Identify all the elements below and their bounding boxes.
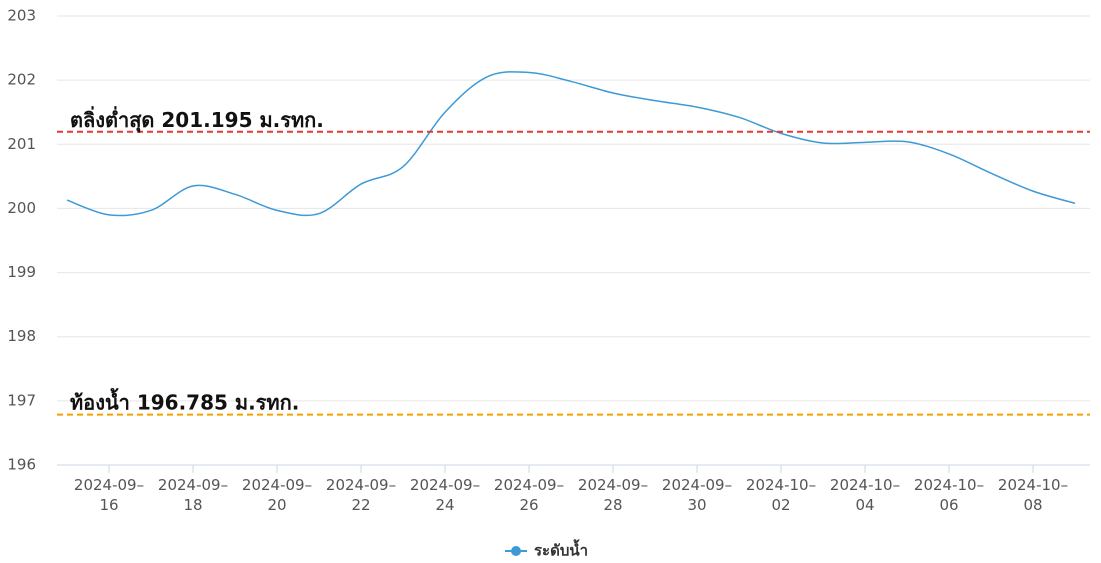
y-tick-label: 202 bbox=[7, 71, 36, 89]
reference-label: ท้องน้ำ 196.785 ม.รทก. bbox=[70, 388, 299, 415]
legend-item: ระดับน้ำ bbox=[505, 539, 588, 560]
x-tick-label: 2024-09– 16 bbox=[74, 476, 144, 514]
x-tick-label: 2024-10– 06 bbox=[914, 476, 984, 514]
y-tick-label: 200 bbox=[7, 199, 36, 217]
x-tick-label: 2024-09– 22 bbox=[326, 476, 396, 514]
y-tick-label: 196 bbox=[7, 456, 36, 474]
y-tick-label: 197 bbox=[7, 391, 36, 409]
y-tick-label: 203 bbox=[7, 7, 36, 25]
x-tick-label: 2024-10– 08 bbox=[998, 476, 1068, 514]
x-tick-label: 2024-10– 02 bbox=[746, 476, 816, 514]
legend-marker bbox=[511, 546, 521, 556]
y-tick-label: 201 bbox=[7, 135, 36, 153]
x-tick-label: 2024-09– 20 bbox=[242, 476, 312, 514]
legend-text: ระดับน้ำ bbox=[534, 539, 588, 560]
reference-label: ตลิ่งต่ำสุด 201.195 ม.รทก. bbox=[70, 105, 324, 133]
x-tick-label: 2024-09– 30 bbox=[662, 476, 732, 514]
x-tick-label: 2024-09– 28 bbox=[578, 476, 648, 514]
line-series bbox=[66, 71, 1076, 217]
y-tick-label: 199 bbox=[7, 263, 36, 281]
x-tick-label: 2024-09– 26 bbox=[494, 476, 564, 514]
x-tick-label: 2024-09– 24 bbox=[410, 476, 480, 514]
y-tick-label: 198 bbox=[7, 327, 36, 345]
x-tick-label: 2024-09– 18 bbox=[158, 476, 228, 514]
x-tick-label: 2024-10– 04 bbox=[830, 476, 900, 514]
